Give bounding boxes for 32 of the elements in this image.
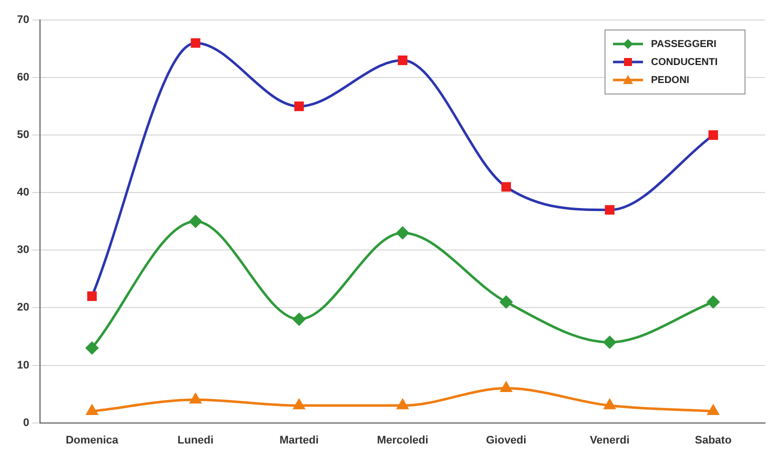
point: [292, 312, 306, 326]
x-tick-label: Lunedi: [178, 434, 214, 446]
x-tick-label: Venerdi: [590, 434, 630, 446]
point: [189, 215, 202, 228]
point: [500, 296, 512, 308]
y-tick-label: 20: [16, 302, 30, 314]
x-tick-label: Martedi: [280, 434, 319, 446]
point: [86, 405, 98, 416]
x-tick-label: Mercoledi: [376, 434, 428, 446]
point: [604, 399, 616, 410]
y-tick-label: 10: [16, 359, 30, 372]
legend-label: PASSEGGERI: [651, 38, 717, 50]
y-tick-label: 60: [16, 72, 30, 84]
legend-label: CONDUCENTI: [651, 56, 718, 68]
y-tick-label: 40: [16, 186, 30, 199]
y-tick-label: 50: [16, 129, 30, 142]
x-tick-label: Giovedi: [486, 434, 526, 446]
legend-label: PEDONI: [651, 74, 690, 86]
point: [500, 382, 512, 392]
point: [190, 394, 202, 404]
point: [708, 405, 719, 416]
y-tick-label: 30: [16, 244, 30, 256]
y-tick-label: 70: [16, 14, 30, 26]
point: [86, 342, 98, 354]
x-tick-label: Sabato: [694, 434, 732, 446]
point: [294, 399, 305, 410]
y-tick-label: 0: [23, 416, 30, 429]
point: [603, 336, 616, 348]
point: [397, 399, 408, 410]
x-tick-label: Domenica: [66, 434, 120, 446]
point: [396, 226, 409, 240]
point: [706, 296, 720, 308]
